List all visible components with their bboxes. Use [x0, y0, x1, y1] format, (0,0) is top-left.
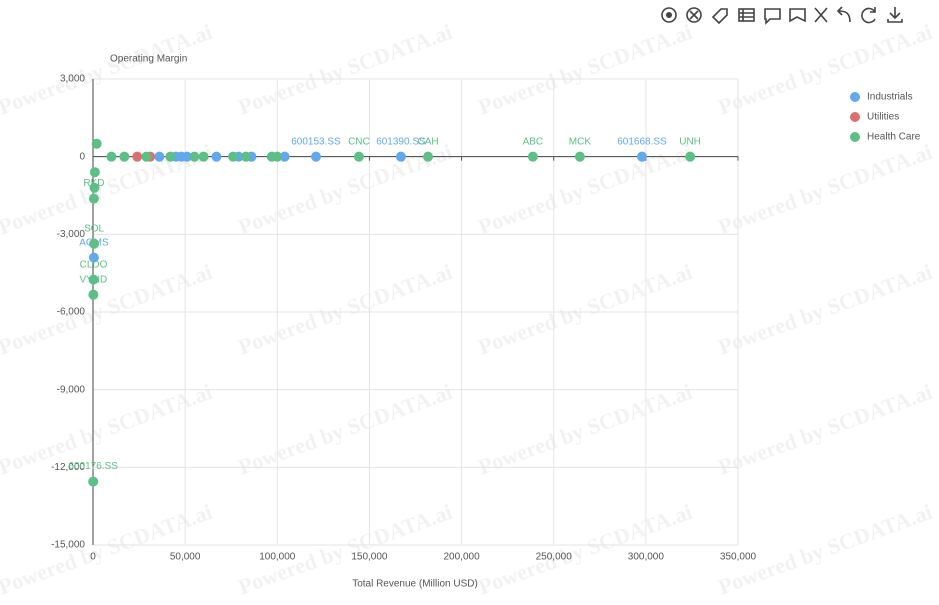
point-label: RKD [83, 178, 104, 189]
point-label: CAH [417, 136, 438, 147]
point-label: 601668.SS [617, 136, 667, 147]
point-label: 601390.SS [376, 136, 426, 147]
point [310, 151, 321, 162]
point [88, 289, 99, 300]
point [91, 138, 102, 149]
tool-icon[interactable] [887, 7, 903, 23]
watermark: Powered by SCDATA.ai [0, 499, 215, 600]
x-tick-label: 300,000 [628, 552, 665, 563]
y-tick-label: 0 [79, 151, 85, 162]
watermark: Powered by SCDATA.ai [235, 379, 455, 480]
watermark: Powered by SCDATA.ai [0, 259, 215, 360]
watermark: Powered by SCDATA.ai [715, 19, 935, 120]
legend-marker [850, 92, 860, 102]
x-tick-label: 250,000 [536, 552, 573, 563]
point [228, 151, 239, 162]
toolbar[interactable] [661, 6, 903, 25]
point [353, 151, 364, 162]
watermark: Powered by SCDATA.ai [475, 259, 695, 360]
tool-icon[interactable] [711, 8, 728, 25]
tool-icon[interactable] [861, 7, 876, 24]
watermark: Powered by SCDATA.ai [475, 139, 695, 240]
point [395, 151, 406, 162]
tool-icon[interactable] [738, 8, 755, 22]
tool-icon[interactable] [666, 12, 672, 18]
watermark: Powered by SCDATA.ai [475, 499, 695, 600]
x-tick-label: 200,000 [443, 552, 480, 563]
watermark: Powered by SCDATA.ai [235, 19, 455, 120]
tool-icon[interactable] [814, 7, 828, 23]
point [189, 151, 200, 162]
y-axis-title: Operating Margin [110, 54, 187, 65]
legend-label: Health Care [867, 132, 921, 143]
point-label: SOL [84, 223, 104, 234]
tool-icon[interactable] [764, 8, 781, 25]
point [636, 151, 647, 162]
x-tick-label: 150,000 [351, 552, 388, 563]
watermarks: Powered by SCDATA.ai Powered by SCDATA.ai… [0, 19, 935, 600]
point-label: CLDO [80, 259, 108, 270]
legend-marker [850, 112, 860, 122]
point [685, 151, 696, 162]
y-tick-label: -15,000 [51, 540, 85, 551]
point-label: MCK [569, 136, 592, 147]
x-axis-title: Total Revenue (Million USD) [352, 579, 478, 590]
point [89, 238, 100, 249]
tool-icon[interactable] [739, 9, 754, 21]
point [574, 151, 585, 162]
point [423, 151, 434, 162]
point [88, 193, 99, 204]
y-tick-label: -3,000 [57, 229, 86, 240]
watermark: Powered by SCDATA.ai [235, 259, 455, 360]
watermark: Powered by SCDATA.ai [0, 19, 215, 120]
tool-icon[interactable] [689, 10, 699, 20]
point [211, 151, 222, 162]
point [88, 274, 99, 285]
point [198, 151, 209, 162]
point [165, 151, 176, 162]
point [89, 167, 100, 178]
point-label: UNH [679, 136, 701, 147]
point-label: 600153.SS [291, 136, 341, 147]
x-tick-label: 100,000 [259, 552, 296, 563]
point-label: ABC [523, 136, 544, 147]
point [89, 182, 100, 193]
watermark: Powered by SCDATA.ai [715, 379, 935, 480]
watermark: Powered by SCDATA.ai [715, 499, 935, 600]
watermark: Powered by SCDATA.ai [475, 19, 695, 120]
y-tick-label: -6,000 [57, 307, 86, 318]
x-tick-label: 0 [90, 552, 96, 563]
watermark: Powered by SCDATA.ai [715, 259, 935, 360]
x-tick-label: 50,000 [170, 552, 201, 563]
tool-icon[interactable] [686, 7, 702, 23]
point-label: CNC [348, 136, 370, 147]
point [119, 151, 130, 162]
watermark: Powered by SCDATA.ai [475, 379, 695, 480]
point [240, 151, 251, 162]
y-tick-label: 3,000 [60, 74, 85, 85]
point [527, 151, 538, 162]
legend-marker [850, 132, 860, 142]
point [154, 151, 165, 162]
x-tick-label: 350,000 [720, 552, 757, 563]
point [279, 151, 290, 162]
point-label: VYND [79, 274, 107, 285]
tool-icon[interactable] [789, 8, 806, 23]
point [266, 151, 277, 162]
legend-label: Utilities [867, 112, 899, 123]
tool-icon[interactable] [836, 6, 851, 23]
point [141, 151, 152, 162]
point-label: 600176.SS [68, 461, 118, 472]
legend-label: Industrials [867, 92, 913, 103]
y-tick-label: -12,000 [51, 462, 85, 473]
point [88, 476, 99, 487]
y-tick-label: -9,000 [57, 384, 86, 395]
watermark: Powered by SCDATA.ai [715, 139, 935, 240]
tool-icon[interactable] [661, 7, 677, 23]
point [132, 151, 143, 162]
point [106, 151, 117, 162]
point [88, 252, 99, 263]
